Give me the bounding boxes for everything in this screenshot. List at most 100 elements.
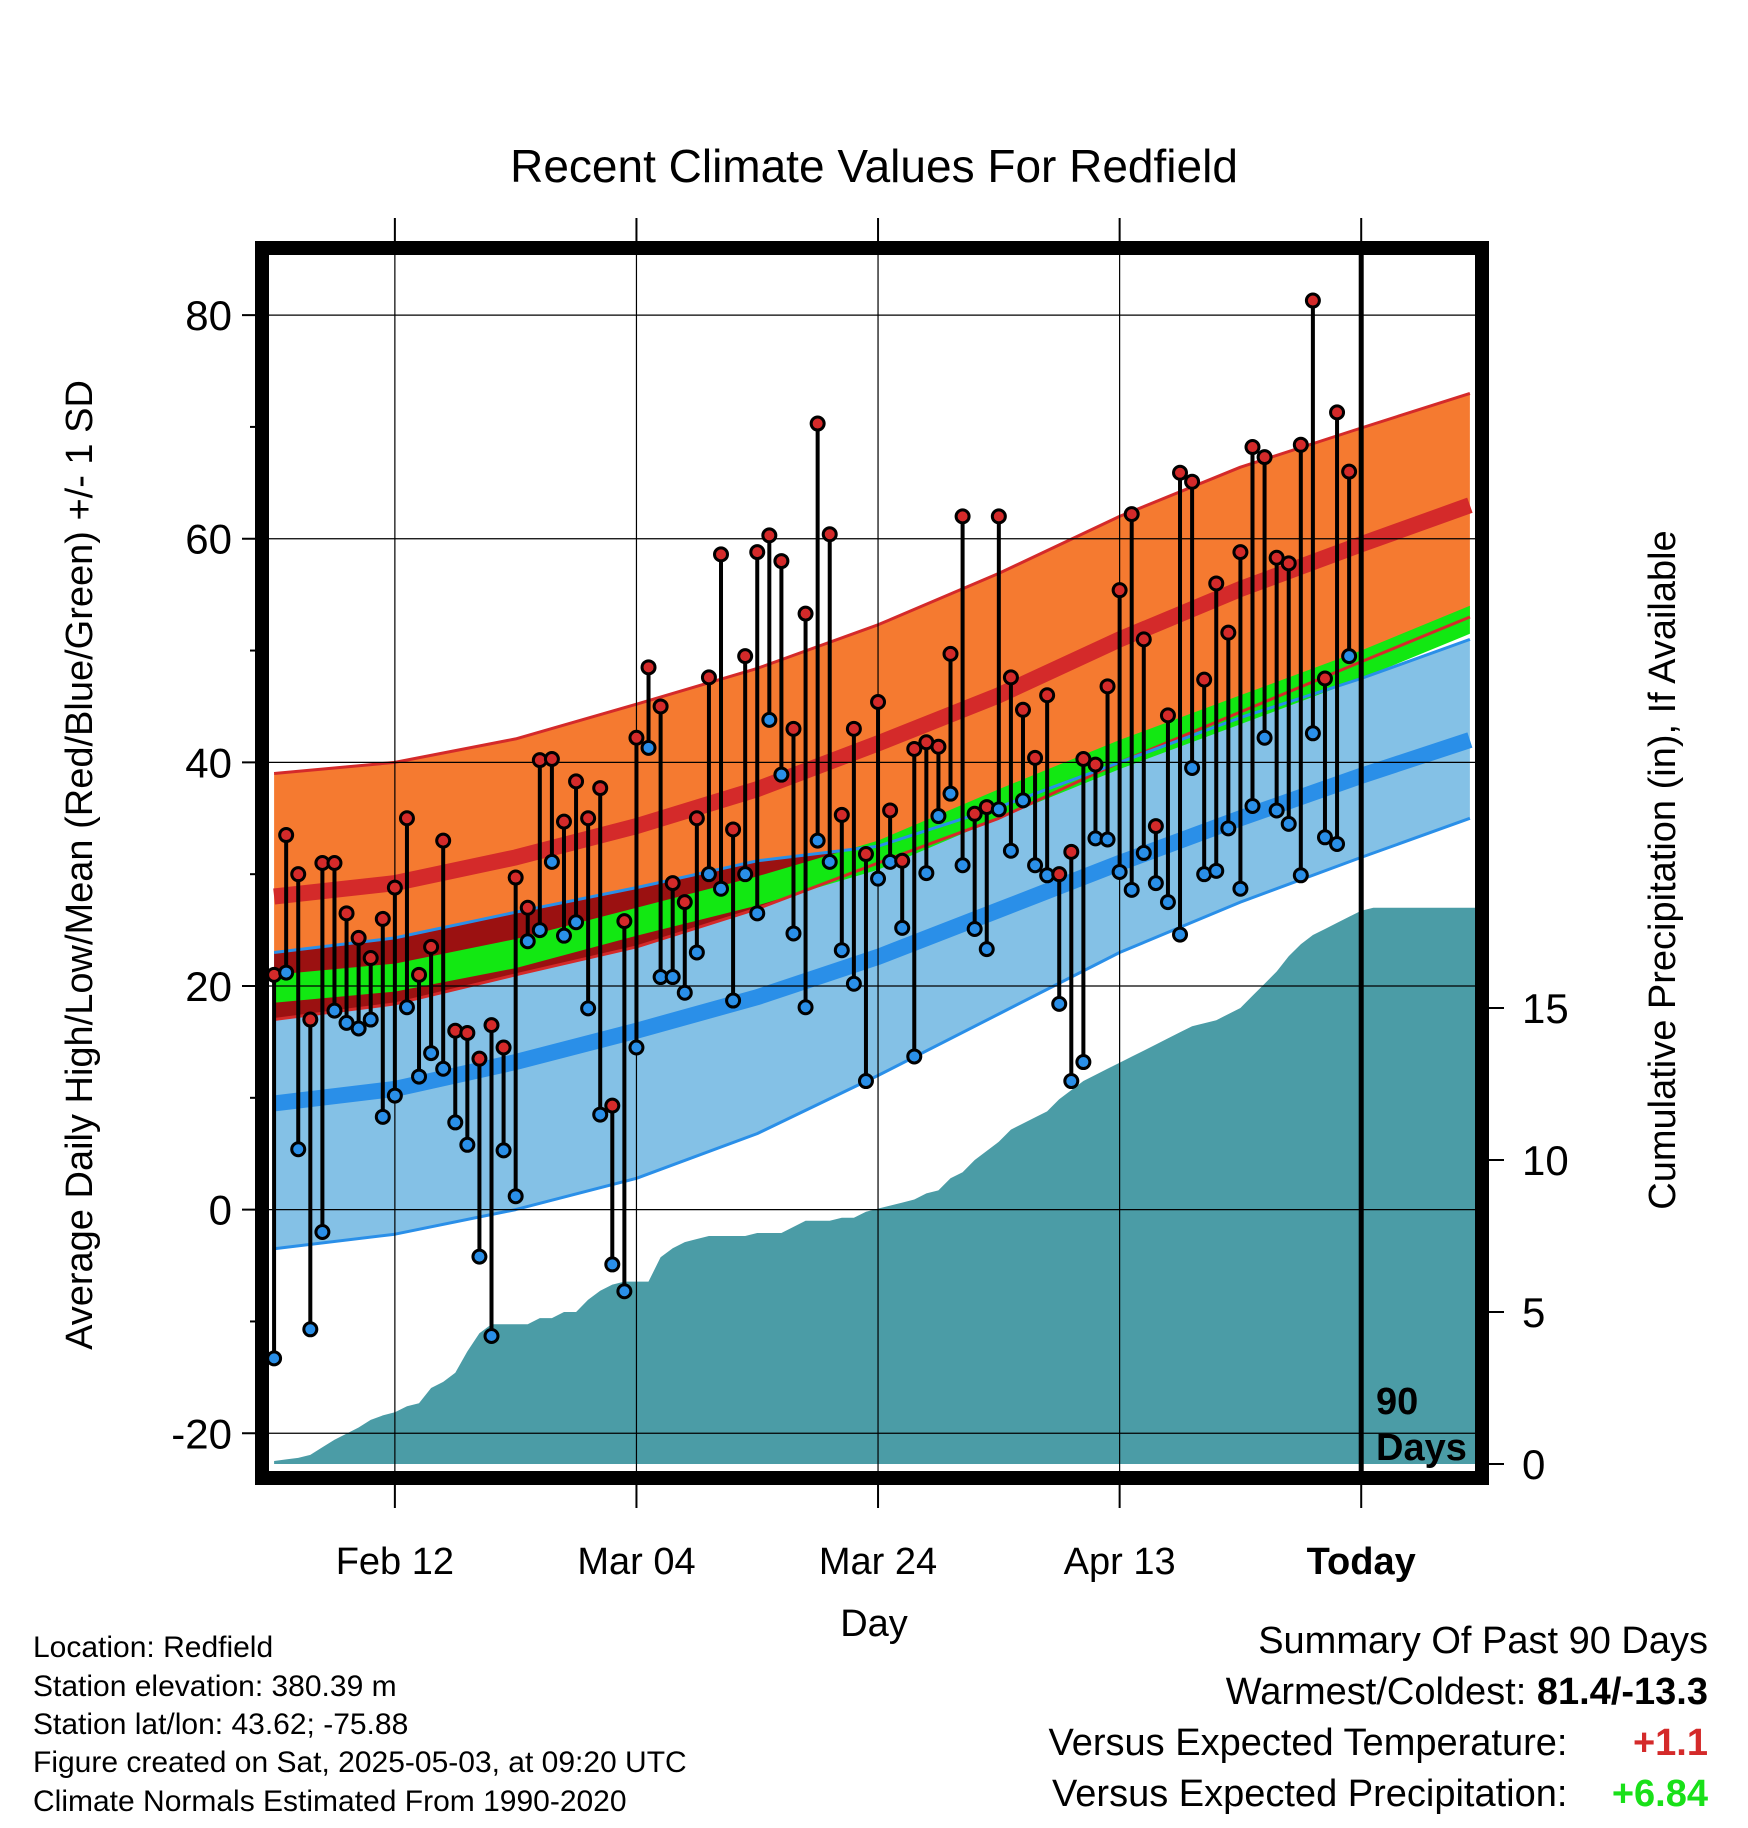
high-point	[362, 950, 379, 967]
high-point	[1329, 404, 1346, 421]
x-axis-label: Day	[840, 1603, 908, 1645]
low-point	[1244, 797, 1261, 814]
low-point	[519, 933, 536, 950]
high-point	[857, 846, 874, 863]
high-point	[386, 879, 403, 896]
high-point	[278, 827, 295, 844]
high-point	[809, 415, 826, 432]
high-point	[398, 810, 415, 827]
info-elevation: Station elevation: 380.39 m	[33, 1670, 397, 1703]
low-point	[1159, 894, 1176, 911]
low-point	[326, 1002, 343, 1019]
low-point	[1111, 863, 1128, 880]
low-point	[870, 870, 887, 887]
high-point	[338, 905, 355, 922]
high-point	[930, 738, 947, 755]
high-point	[604, 1097, 621, 1114]
low-point	[857, 1073, 874, 1090]
low-point	[531, 922, 548, 939]
high-point	[1111, 582, 1128, 599]
y-tick-label: 0	[209, 1187, 232, 1234]
high-point	[326, 855, 343, 871]
today-label-line1: 90	[1376, 1381, 1418, 1423]
low-point	[616, 1283, 633, 1300]
low-point	[278, 964, 295, 981]
low-point	[1304, 725, 1321, 742]
high-point	[1087, 756, 1104, 773]
high-point	[543, 751, 560, 768]
low-point	[845, 975, 862, 992]
low-point	[447, 1114, 464, 1131]
high-point	[519, 899, 536, 916]
low-point	[1341, 648, 1358, 665]
high-point	[1304, 292, 1321, 309]
high-point	[495, 1039, 512, 1056]
low-point	[954, 857, 971, 874]
low-point	[640, 739, 657, 756]
x-tick-label: Mar 04	[577, 1541, 695, 1583]
x-tick-label: Apr 13	[1064, 1541, 1176, 1583]
summary-precip-label: Versus Expected Precipitation:	[1052, 1773, 1568, 1815]
high-point	[350, 929, 367, 946]
high-point	[640, 659, 657, 676]
low-point	[483, 1327, 500, 1344]
high-point	[906, 740, 923, 757]
low-point	[1316, 829, 1333, 846]
low-point	[894, 919, 911, 936]
low-point	[918, 865, 935, 882]
high-point	[737, 648, 754, 665]
high-point	[773, 553, 790, 570]
summary-warm-cold: Warmest/Coldest: 81.4/-13.3	[1226, 1671, 1708, 1714]
high-point	[894, 852, 911, 869]
plot-frame	[255, 241, 1489, 1485]
high-point	[688, 810, 705, 827]
y-tick-label: 20	[185, 963, 232, 1010]
high-point	[1123, 506, 1140, 523]
high-point	[1172, 464, 1189, 481]
high-point	[700, 669, 717, 686]
high-point	[990, 508, 1007, 525]
low-point	[411, 1068, 428, 1085]
low-point	[966, 920, 983, 937]
precip-area	[274, 907, 1482, 1464]
low-point	[580, 1000, 597, 1017]
high-point	[1256, 449, 1273, 466]
low-point	[809, 832, 826, 849]
summary-temp-label: Versus Expected Temperature:	[1048, 1722, 1568, 1764]
summary-precip-value: +6.84	[1611, 1773, 1708, 1815]
y-tick-label: -20	[171, 1410, 232, 1457]
low-point	[1220, 820, 1237, 837]
high-point	[507, 869, 524, 886]
summary-temp: Versus Expected Temperature: +1.1	[1049, 1722, 1708, 1765]
today-label-line2: Days	[1376, 1427, 1467, 1469]
high-point	[882, 802, 899, 819]
high-point	[797, 605, 814, 622]
low-point	[543, 853, 560, 870]
y-tick-label: 60	[185, 516, 232, 563]
low-point	[555, 927, 572, 944]
low-point	[990, 801, 1007, 818]
high-point	[423, 938, 440, 955]
low-point	[737, 866, 754, 883]
high-point	[1316, 670, 1333, 687]
y2-tick-label: 5	[1522, 1289, 1545, 1336]
low-point	[1256, 729, 1273, 746]
high-point	[749, 544, 766, 561]
high-point	[1063, 843, 1080, 860]
summary-precip: Versus Expected Precipitation: +6.84	[1052, 1773, 1708, 1816]
high-point	[1244, 439, 1261, 456]
low-point	[568, 914, 585, 931]
low-point	[350, 1020, 367, 1037]
low-point	[374, 1108, 391, 1125]
high-point	[471, 1050, 488, 1067]
low-point	[266, 1350, 283, 1367]
low-point	[592, 1106, 609, 1123]
low-point	[314, 1224, 331, 1240]
low-point	[676, 984, 693, 1001]
low-point	[1232, 880, 1249, 897]
low-point	[1147, 875, 1164, 892]
low-point	[1292, 867, 1309, 884]
high-point	[568, 773, 585, 790]
low-point	[688, 944, 705, 961]
low-point	[435, 1060, 452, 1077]
